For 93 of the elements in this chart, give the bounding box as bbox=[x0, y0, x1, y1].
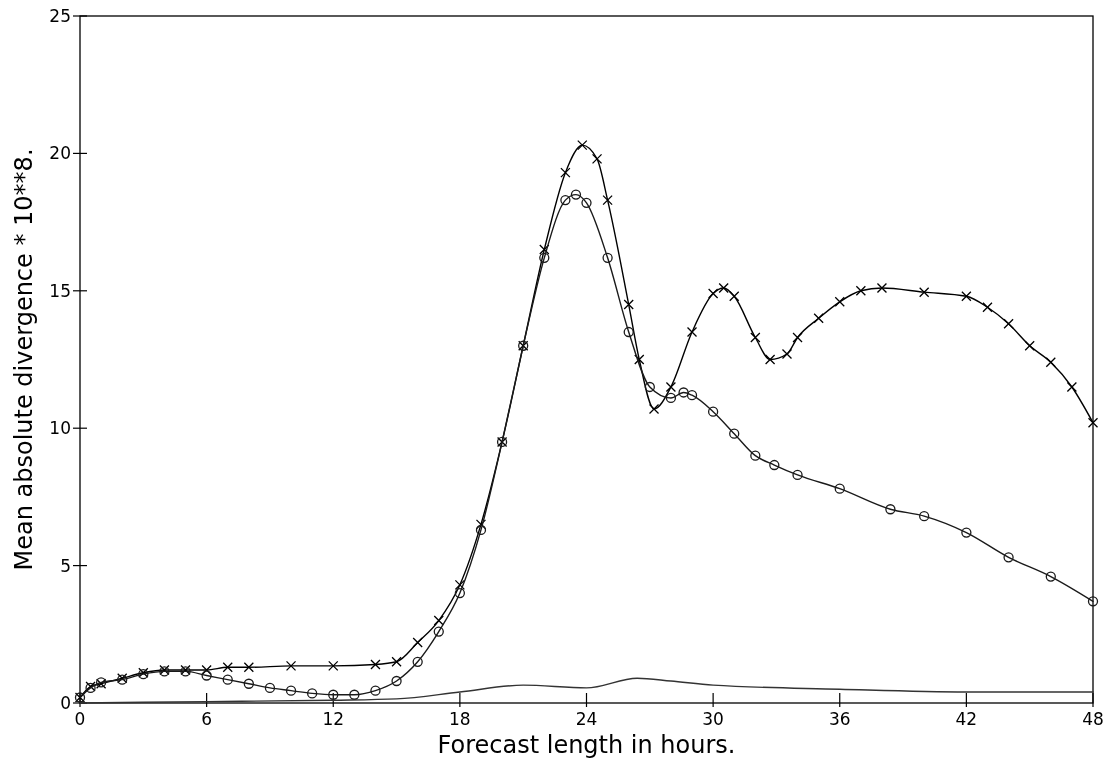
x-tick-label: 30 bbox=[702, 709, 724, 729]
x-axis-title: Forecast length in hours. bbox=[437, 731, 736, 759]
point bbox=[370, 685, 381, 696]
x-tick-label: 12 bbox=[322, 709, 345, 729]
point bbox=[919, 287, 930, 298]
point bbox=[539, 244, 550, 255]
x-tick-label: 0 bbox=[74, 709, 86, 729]
point bbox=[665, 381, 677, 393]
point bbox=[328, 660, 339, 672]
point bbox=[707, 288, 719, 299]
point bbox=[876, 282, 888, 294]
point bbox=[686, 390, 698, 401]
point bbox=[412, 656, 423, 667]
point bbox=[222, 662, 233, 673]
point bbox=[813, 313, 824, 324]
point bbox=[560, 194, 571, 206]
point bbox=[686, 326, 698, 338]
point bbox=[718, 282, 729, 294]
point bbox=[834, 296, 845, 307]
point bbox=[454, 579, 466, 590]
point bbox=[919, 510, 930, 522]
point bbox=[1024, 340, 1035, 351]
point bbox=[665, 392, 677, 404]
y-tick-label: 5 bbox=[60, 555, 71, 576]
point bbox=[591, 153, 603, 165]
point bbox=[391, 675, 402, 687]
x-tick-label: 48 bbox=[1082, 709, 1104, 729]
point bbox=[602, 252, 613, 263]
point bbox=[475, 519, 487, 530]
x-tick-label: 18 bbox=[449, 709, 471, 729]
point bbox=[961, 527, 972, 538]
point bbox=[454, 587, 466, 599]
point bbox=[982, 302, 993, 313]
point bbox=[750, 332, 761, 343]
point bbox=[201, 664, 212, 676]
point bbox=[560, 167, 571, 178]
point bbox=[834, 483, 845, 494]
point bbox=[581, 197, 592, 209]
point bbox=[1003, 318, 1014, 329]
point bbox=[729, 428, 740, 439]
point bbox=[648, 403, 660, 415]
y-tick-label: 0 bbox=[60, 692, 71, 713]
point bbox=[243, 662, 254, 673]
point bbox=[243, 678, 254, 689]
point bbox=[328, 689, 339, 700]
point bbox=[577, 140, 588, 151]
x-tick-label: 42 bbox=[955, 709, 978, 729]
point bbox=[602, 194, 613, 206]
point bbox=[634, 354, 645, 365]
point bbox=[285, 685, 297, 696]
point bbox=[623, 299, 634, 310]
point bbox=[764, 354, 776, 365]
point bbox=[349, 689, 360, 700]
point bbox=[678, 387, 689, 398]
y-tick-label: 25 bbox=[49, 5, 71, 26]
point bbox=[781, 348, 793, 360]
point bbox=[729, 291, 740, 302]
point bbox=[885, 504, 896, 515]
y-axis-title: Mean absolute divergence * 10**8. bbox=[10, 148, 38, 571]
x-tick-label: 24 bbox=[575, 709, 598, 729]
point bbox=[285, 660, 297, 672]
point bbox=[961, 291, 972, 302]
y-tick-label: 20 bbox=[49, 143, 71, 164]
point bbox=[1045, 357, 1056, 368]
point bbox=[792, 332, 803, 343]
point bbox=[539, 252, 550, 263]
point bbox=[412, 637, 423, 648]
point bbox=[222, 674, 233, 685]
x-tick-label: 36 bbox=[828, 709, 851, 729]
point bbox=[1003, 552, 1014, 563]
point bbox=[264, 682, 276, 694]
y-tick-label: 10 bbox=[49, 418, 71, 439]
x-tick-label: 6 bbox=[201, 709, 213, 729]
point bbox=[707, 406, 719, 417]
point bbox=[750, 450, 761, 461]
point bbox=[1087, 417, 1099, 428]
point bbox=[570, 189, 582, 200]
point bbox=[1066, 381, 1078, 393]
point bbox=[769, 459, 780, 471]
point bbox=[307, 688, 318, 699]
point bbox=[644, 381, 655, 393]
point bbox=[855, 285, 866, 296]
point bbox=[433, 626, 444, 637]
y-tick-label: 15 bbox=[49, 280, 71, 301]
point bbox=[1087, 596, 1099, 607]
point bbox=[792, 469, 803, 481]
point bbox=[623, 326, 634, 338]
point bbox=[391, 656, 402, 667]
point bbox=[1045, 571, 1056, 582]
point bbox=[201, 670, 212, 681]
point bbox=[370, 659, 381, 670]
point bbox=[433, 615, 444, 626]
point bbox=[475, 524, 487, 536]
